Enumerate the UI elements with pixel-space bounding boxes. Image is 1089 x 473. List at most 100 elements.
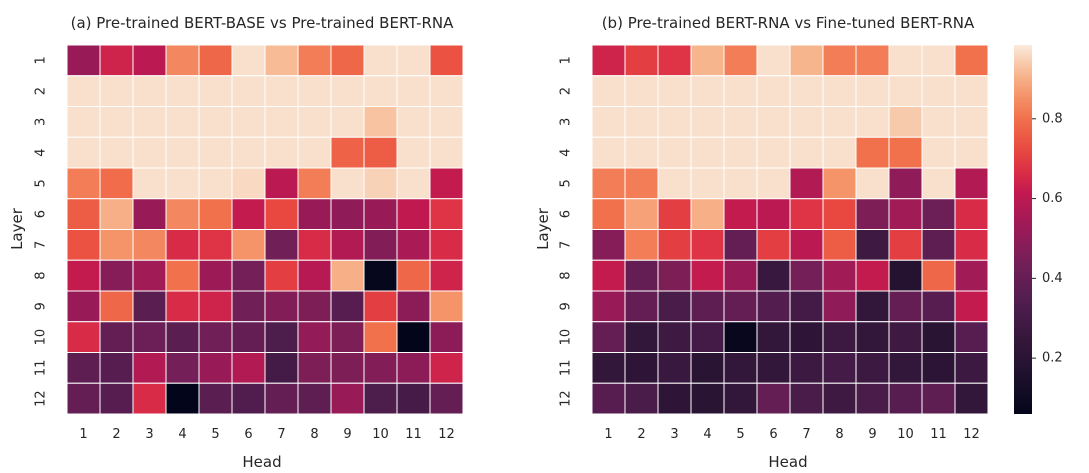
heatmap-cell (921, 136, 956, 169)
y-tick-label: 1 (559, 56, 574, 64)
heatmap-cell (855, 259, 890, 292)
heatmap-cell (789, 229, 824, 261)
heatmap-cell (165, 352, 200, 384)
heatmap-cell (330, 75, 365, 107)
heatmap-cell (591, 382, 626, 415)
heatmap-cell (756, 44, 791, 77)
x-tick-label: 6 (769, 427, 777, 442)
y-tick-label: 4 (559, 148, 574, 156)
heatmap-cell (198, 167, 233, 200)
heatmap-cell (429, 352, 464, 384)
heatmap-cell (198, 259, 233, 292)
heatmap-cell (231, 44, 266, 77)
heatmap-cell (756, 167, 791, 200)
heatmap-cell (921, 198, 956, 230)
heatmap-cell (723, 136, 758, 169)
heatmap-cell (429, 75, 464, 107)
heatmap-cell (429, 136, 464, 169)
heatmap-cell (330, 352, 365, 384)
heatmap-cell (165, 75, 200, 107)
heatmap-cell (66, 136, 101, 169)
heatmap-cell (264, 198, 299, 230)
heatmap-cell (231, 167, 266, 200)
heatmap-cell (591, 321, 626, 353)
heatmap-cell (723, 44, 758, 77)
heatmap-cell (888, 44, 923, 77)
heatmap-cell (657, 75, 692, 107)
x-tick-label: 5 (736, 427, 744, 442)
chart-title: (b) Pre-trained BERT-RNA vs Fine-tuned B… (602, 14, 975, 32)
heatmap-cell (591, 290, 626, 323)
heatmap-cell (99, 321, 134, 353)
heatmap-cell (690, 44, 725, 77)
x-tick-labels: 1 2 3 4 5 6 7 8 9 10 11 12 (79, 427, 454, 442)
heatmap-cell (198, 198, 233, 230)
heatmap-cell (657, 321, 692, 353)
heatmap-cell (789, 106, 824, 138)
heatmap-cell (165, 321, 200, 353)
heatmap-cell (264, 290, 299, 323)
heatmap-cell (888, 167, 923, 200)
heatmap-cell (921, 321, 956, 353)
heatmap-cell (99, 259, 134, 292)
heatmap-cell (690, 167, 725, 200)
heatmap-cell (231, 290, 266, 323)
heatmap-cell (297, 167, 332, 200)
heatmap-cell (66, 167, 101, 200)
y-tick-label: 10 (559, 329, 574, 346)
heatmap-cell (330, 198, 365, 230)
heatmap-cell (231, 382, 266, 415)
heatmap-cell (855, 106, 890, 138)
heatmap-cell (822, 290, 857, 323)
heatmap-cell (231, 229, 266, 261)
x-axis-label: Head (768, 453, 807, 471)
heatmap-cell (66, 352, 101, 384)
heatmap-cell (888, 106, 923, 138)
colorbar-tick-label: 0.8 (1042, 111, 1063, 126)
heatmap-cell (624, 229, 659, 261)
heatmap-cell (132, 167, 167, 200)
x-axis-label: Head (242, 453, 281, 471)
heatmap-cell (165, 167, 200, 200)
heatmap-cell (591, 106, 626, 138)
heatmap-cell (657, 290, 692, 323)
heatmap-cell (888, 321, 923, 353)
x-tick-label: 2 (637, 427, 645, 442)
heatmap-cell (198, 44, 233, 77)
heatmap-cell (789, 352, 824, 384)
heatmap-cell (231, 75, 266, 107)
x-tick-label: 12 (438, 427, 455, 442)
heatmap-cell (954, 229, 989, 261)
heatmap-cell (297, 106, 332, 138)
heatmap-cell (297, 44, 332, 77)
y-tick-label: 11 (34, 360, 49, 377)
heatmap-cell (756, 352, 791, 384)
heatmap-cell (363, 136, 398, 169)
heatmap-cell (264, 44, 299, 77)
x-tick-label: 9 (868, 427, 876, 442)
x-tick-label: 8 (310, 427, 318, 442)
heatmap-cell (66, 229, 101, 261)
heatmap-cell (756, 198, 791, 230)
x-tick-label: 7 (277, 427, 285, 442)
heatmap-cell (723, 382, 758, 415)
x-tick-label: 10 (897, 427, 914, 442)
heatmap-cell (297, 321, 332, 353)
heatmap-cell (888, 352, 923, 384)
heatmap-cell (822, 167, 857, 200)
heatmap-cell (132, 382, 167, 415)
heatmap-cell (789, 382, 824, 415)
heatmap-cell (231, 352, 266, 384)
heatmap-cell (363, 44, 398, 77)
heatmap-cell (396, 259, 431, 292)
heatmap-cell (231, 136, 266, 169)
y-tick-label: 10 (34, 329, 49, 346)
heatmap-cell (855, 352, 890, 384)
heatmap-cell (756, 75, 791, 107)
x-tick-label: 6 (244, 427, 252, 442)
y-tick-label: 2 (559, 87, 574, 95)
heatmap-cell (165, 229, 200, 261)
y-tick-label: 9 (34, 302, 49, 310)
heatmap-cell (888, 198, 923, 230)
